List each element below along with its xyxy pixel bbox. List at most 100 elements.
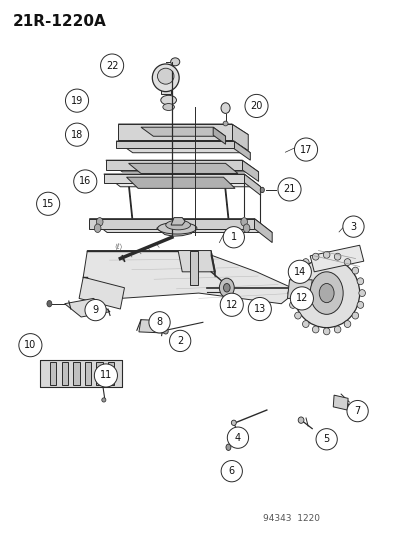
Polygon shape (50, 362, 56, 384)
Ellipse shape (356, 302, 363, 309)
Ellipse shape (312, 253, 318, 260)
Text: 15: 15 (42, 199, 54, 209)
Text: 8: 8 (156, 317, 162, 327)
Ellipse shape (302, 259, 309, 265)
Text: 2: 2 (177, 336, 183, 346)
Polygon shape (118, 124, 231, 140)
Ellipse shape (160, 95, 176, 105)
Ellipse shape (152, 64, 179, 92)
Text: 5: 5 (323, 434, 329, 445)
Ellipse shape (260, 187, 264, 192)
Ellipse shape (220, 293, 243, 317)
Polygon shape (332, 395, 347, 410)
Ellipse shape (19, 334, 42, 357)
Text: 18: 18 (71, 130, 83, 140)
Ellipse shape (221, 461, 242, 482)
Polygon shape (244, 174, 260, 195)
Polygon shape (139, 320, 165, 333)
Polygon shape (126, 177, 235, 188)
Ellipse shape (346, 400, 367, 422)
Circle shape (219, 278, 234, 297)
Ellipse shape (302, 320, 309, 327)
Ellipse shape (289, 302, 295, 309)
Polygon shape (128, 187, 133, 219)
Polygon shape (104, 174, 260, 187)
Polygon shape (231, 124, 248, 151)
Polygon shape (96, 362, 102, 384)
Ellipse shape (100, 54, 123, 77)
Ellipse shape (223, 227, 244, 248)
Ellipse shape (343, 259, 350, 265)
Text: 13: 13 (253, 304, 265, 314)
Polygon shape (287, 280, 311, 298)
Ellipse shape (334, 253, 340, 260)
Ellipse shape (94, 364, 117, 387)
Ellipse shape (289, 278, 295, 285)
Polygon shape (106, 160, 242, 169)
Circle shape (243, 224, 249, 232)
Ellipse shape (356, 278, 363, 285)
Ellipse shape (165, 220, 190, 230)
Text: 22: 22 (106, 61, 118, 70)
Text: 19: 19 (71, 95, 83, 106)
Polygon shape (106, 160, 258, 172)
Ellipse shape (102, 398, 106, 402)
Polygon shape (242, 160, 258, 181)
Polygon shape (171, 217, 185, 225)
Text: 7: 7 (354, 406, 360, 416)
Polygon shape (254, 219, 271, 243)
Polygon shape (213, 127, 225, 144)
Polygon shape (118, 124, 248, 135)
Ellipse shape (162, 103, 174, 110)
Text: 12: 12 (225, 300, 237, 310)
Polygon shape (73, 362, 79, 384)
Ellipse shape (221, 103, 230, 114)
Polygon shape (62, 362, 68, 384)
Circle shape (309, 272, 342, 314)
Text: 11: 11 (100, 370, 112, 381)
Ellipse shape (65, 123, 88, 146)
Ellipse shape (169, 330, 190, 352)
Polygon shape (160, 87, 170, 94)
Ellipse shape (65, 89, 88, 112)
Ellipse shape (85, 300, 106, 321)
Polygon shape (309, 245, 363, 272)
Ellipse shape (277, 178, 300, 201)
Ellipse shape (157, 68, 173, 84)
Ellipse shape (290, 287, 313, 310)
Polygon shape (141, 127, 225, 136)
Ellipse shape (323, 328, 329, 335)
Text: 16: 16 (79, 176, 91, 187)
Ellipse shape (294, 267, 301, 274)
Text: 21: 21 (282, 184, 295, 195)
Polygon shape (224, 187, 228, 219)
Text: 10: 10 (24, 340, 36, 350)
Ellipse shape (36, 192, 59, 215)
Text: 20: 20 (250, 101, 262, 111)
Polygon shape (89, 219, 254, 229)
Polygon shape (233, 141, 250, 160)
Circle shape (318, 284, 333, 303)
Text: 4: 4 (234, 433, 240, 443)
Circle shape (240, 217, 247, 226)
Ellipse shape (287, 289, 294, 296)
Ellipse shape (294, 312, 301, 319)
Ellipse shape (343, 320, 350, 327)
Text: 94343  1220: 94343 1220 (262, 514, 319, 523)
Text: 3: 3 (349, 222, 356, 232)
Polygon shape (128, 164, 237, 173)
Ellipse shape (342, 216, 363, 237)
Polygon shape (85, 362, 91, 384)
Text: 12: 12 (295, 293, 307, 303)
Polygon shape (116, 141, 250, 153)
Ellipse shape (157, 222, 197, 234)
Ellipse shape (223, 121, 228, 126)
Circle shape (94, 224, 101, 232)
Ellipse shape (170, 58, 179, 66)
Circle shape (96, 217, 103, 226)
Ellipse shape (351, 267, 358, 274)
Polygon shape (104, 174, 244, 182)
Polygon shape (40, 360, 122, 387)
Ellipse shape (294, 138, 317, 161)
Polygon shape (190, 251, 197, 285)
